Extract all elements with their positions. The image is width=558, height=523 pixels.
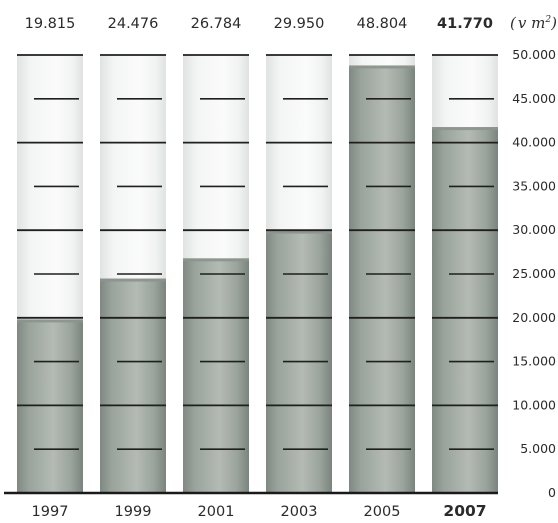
bar-group-1997 <box>17 54 83 493</box>
y-tick-label: 15.000 <box>512 354 556 369</box>
y-axis-ticks: 50.000 45.000 40.000 35.000 30.000 25.000 20.0… <box>512 47 556 500</box>
x-tick-label-2005: 2005 <box>364 504 401 520</box>
y-tick-label: 45.000 <box>512 91 556 106</box>
y-tick-label: 10.000 <box>512 397 556 412</box>
y-tick-label: 25.000 <box>512 266 556 281</box>
value-label-2003: 29.950 <box>274 16 325 32</box>
bar-top-edge-2005 <box>349 65 415 69</box>
value-label-2005: 48.804 <box>357 16 408 32</box>
bar-2001 <box>183 258 249 493</box>
x-tick-label-1999: 1999 <box>115 504 152 520</box>
value-label-1997: 19.815 <box>25 16 76 32</box>
bars-layer <box>17 54 498 494</box>
bar-top-edge-2007 <box>432 127 498 131</box>
y-tick-label: 20.000 <box>512 310 556 325</box>
bar-group-2005 <box>349 54 415 493</box>
y-tick-label: 40.000 <box>512 135 556 150</box>
bar-2007 <box>432 127 498 494</box>
bar-top-edge-2001 <box>183 258 249 262</box>
x-tick-label-2001: 2001 <box>198 504 235 520</box>
x-tick-label-1997: 1997 <box>32 504 69 520</box>
y-tick-label: 5.000 <box>520 441 556 456</box>
unit-superscript: 2 <box>544 15 551 25</box>
x-tick-label-2003: 2003 <box>281 504 318 520</box>
bar-group-2003 <box>266 54 332 493</box>
y-tick-label: 0 <box>548 485 556 500</box>
value-label-2007: 41.770 <box>437 16 493 32</box>
bar-2005 <box>349 65 415 493</box>
bar-group-2001 <box>183 54 249 493</box>
bar-1999 <box>100 278 166 493</box>
y-tick-label: 50.000 <box>512 47 556 62</box>
unit-label: (v m2) <box>510 14 557 32</box>
bar-top-edge-1999 <box>100 278 166 282</box>
bar-top-edge-1997 <box>17 319 83 323</box>
x-tick-label-2007: 2007 <box>443 502 486 520</box>
value-label-1999: 24.476 <box>108 16 159 32</box>
bar-top-edge-2003 <box>266 230 332 234</box>
bar-group-1999 <box>100 54 166 493</box>
unit-open: ( <box>510 14 517 32</box>
unit-close: ) <box>550 14 557 32</box>
x-axis-ticks: 1997 1999 2001 2003 2005 2007 <box>32 502 487 520</box>
value-label-2001: 26.784 <box>191 16 242 32</box>
y-tick-label: 35.000 <box>512 178 556 193</box>
bar-group-2007 <box>432 54 498 494</box>
value-labels: 19.815 24.476 26.784 29.950 48.804 41.770 <box>25 16 493 32</box>
y-tick-label: 30.000 <box>512 222 556 237</box>
unit-text: v m <box>518 14 545 32</box>
